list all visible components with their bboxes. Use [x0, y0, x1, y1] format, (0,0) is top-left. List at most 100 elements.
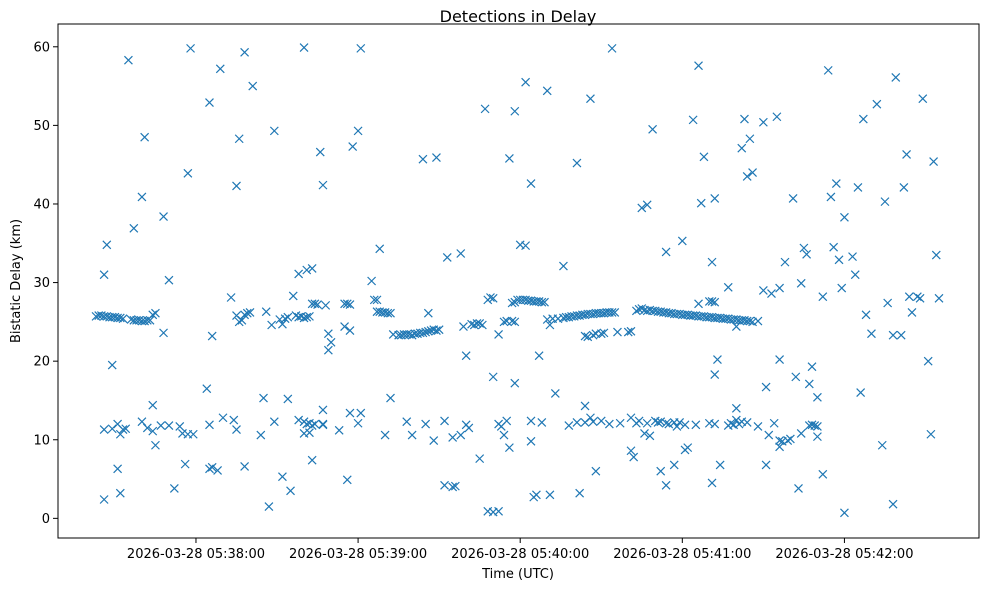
- data-point: [807, 420, 817, 430]
- data-point: [242, 308, 252, 318]
- data-point: [113, 464, 123, 474]
- data-point: [826, 192, 836, 202]
- data-point: [572, 418, 582, 427]
- data-point: [723, 282, 733, 292]
- data-point: [645, 431, 655, 441]
- data-point: [353, 418, 363, 428]
- data-point: [115, 488, 125, 498]
- data-point: [169, 484, 179, 493]
- data-point: [883, 298, 893, 308]
- data-point: [850, 270, 860, 280]
- data-point: [205, 98, 214, 108]
- data-point: [694, 61, 703, 71]
- data-point: [761, 460, 771, 470]
- data-point: [661, 480, 671, 490]
- data-point: [510, 106, 520, 116]
- data-point: [810, 421, 820, 431]
- data-point: [283, 312, 293, 322]
- data-point: [656, 417, 666, 427]
- data-point: [207, 331, 217, 341]
- data-point: [353, 126, 363, 136]
- data-point: [240, 310, 250, 320]
- data-point: [580, 401, 590, 411]
- data-point: [245, 308, 255, 317]
- data-point: [888, 499, 898, 509]
- data-point: [775, 436, 785, 445]
- data-point: [202, 384, 212, 394]
- data-point: [148, 400, 158, 410]
- data-point: [707, 478, 717, 488]
- data-point: [891, 73, 901, 82]
- data-point: [494, 330, 504, 339]
- data-point: [812, 432, 822, 442]
- data-point: [572, 158, 582, 168]
- data-point: [504, 443, 514, 453]
- data-point: [758, 286, 768, 295]
- data-point: [137, 192, 147, 202]
- data-point: [305, 311, 314, 321]
- data-point: [596, 416, 606, 426]
- data-point: [599, 328, 609, 338]
- data-point: [591, 466, 601, 476]
- data-point: [140, 132, 150, 142]
- data-point: [537, 297, 547, 307]
- data-point: [745, 316, 755, 326]
- data-point: [785, 434, 795, 444]
- data-point: [215, 64, 225, 74]
- data-point: [283, 394, 293, 404]
- data-point: [142, 423, 152, 433]
- data-point: [318, 180, 328, 190]
- data-point: [118, 314, 128, 324]
- data-point: [464, 423, 474, 433]
- data-point: [494, 506, 504, 516]
- data-point: [278, 472, 287, 482]
- data-point: [248, 81, 258, 91]
- data-point: [472, 319, 482, 328]
- data-point: [731, 403, 741, 413]
- data-point: [661, 418, 671, 428]
- data-point: [129, 223, 139, 233]
- data-point: [812, 392, 822, 402]
- data-point: [294, 269, 304, 279]
- data-point: [218, 413, 228, 423]
- data-point: [904, 292, 914, 302]
- data-point: [321, 300, 331, 310]
- data-point: [564, 421, 574, 431]
- data-point: [775, 442, 785, 452]
- data-point: [340, 322, 350, 332]
- data-point: [205, 464, 214, 474]
- data-point: [615, 418, 625, 428]
- data-point: [305, 428, 314, 438]
- data-point: [575, 488, 585, 498]
- data-point: [537, 418, 547, 427]
- data-point: [696, 198, 706, 208]
- data-point: [510, 317, 520, 327]
- y-tick-label: 50: [33, 119, 50, 134]
- data-point: [164, 421, 174, 431]
- data-point: [159, 212, 168, 221]
- data-point: [234, 134, 244, 144]
- data-point: [407, 430, 417, 440]
- data-point: [748, 168, 757, 177]
- data-point: [240, 462, 250, 471]
- data-point: [707, 297, 717, 306]
- data-point: [280, 314, 290, 324]
- data-point: [877, 440, 887, 450]
- data-point: [334, 425, 344, 435]
- data-point: [680, 420, 690, 430]
- data-point: [288, 291, 298, 301]
- data-point: [780, 257, 790, 267]
- data-point: [586, 94, 595, 104]
- data-point: [299, 43, 309, 53]
- data-point: [740, 114, 749, 124]
- data-point: [613, 327, 622, 337]
- data-point: [448, 482, 458, 492]
- data-points: [91, 43, 944, 518]
- data-point: [683, 443, 693, 453]
- data-point: [918, 94, 928, 104]
- data-point: [661, 247, 671, 257]
- data-point: [307, 264, 317, 273]
- data-point: [861, 310, 871, 320]
- data-point: [818, 469, 828, 479]
- data-point: [631, 306, 641, 316]
